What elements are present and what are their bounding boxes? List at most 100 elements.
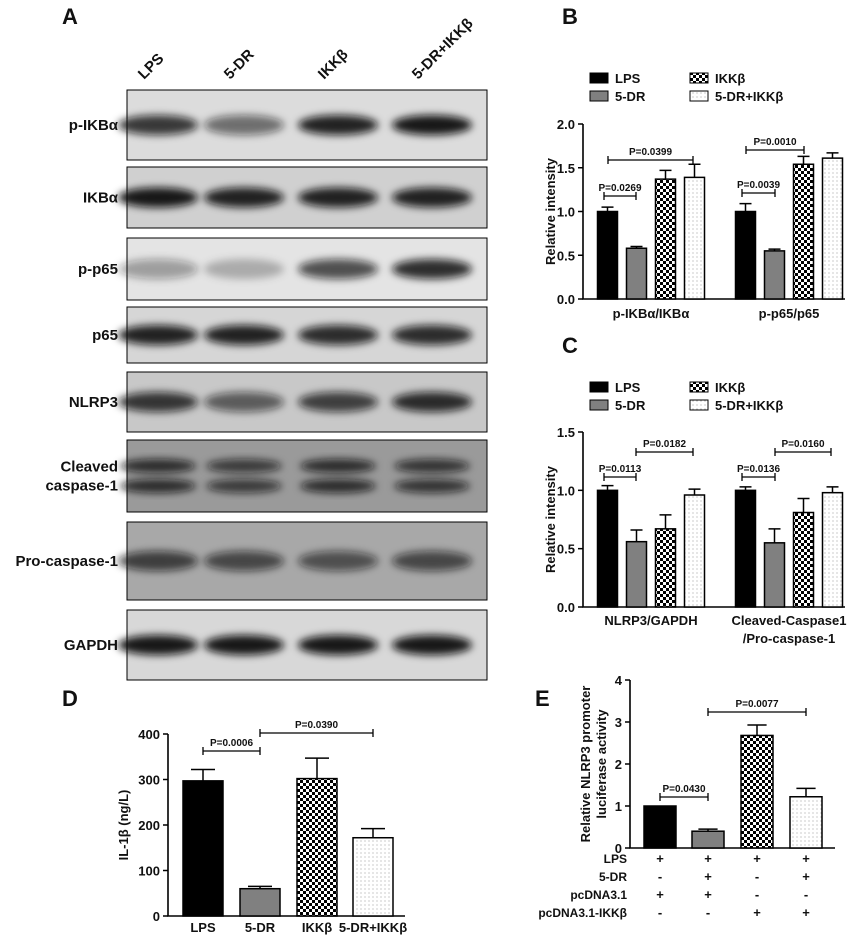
blot-band	[118, 259, 198, 279]
y-tick-label: 0.5	[557, 542, 575, 557]
p-value: P=0.0077	[735, 699, 779, 710]
significance-bracket	[603, 473, 637, 481]
blot-band	[206, 479, 282, 493]
bar	[683, 494, 706, 608]
legend-label: LPS	[615, 380, 641, 395]
blot-band	[392, 187, 472, 208]
treatment-mark: +	[802, 869, 810, 884]
error-bar	[601, 206, 614, 212]
p-value: P=0.0006	[210, 738, 254, 749]
row-label: p-p65	[78, 261, 118, 278]
bar	[763, 250, 786, 300]
significance-bracket	[607, 156, 694, 164]
error-bar	[361, 827, 385, 838]
bar	[792, 163, 815, 300]
blot-band	[300, 459, 376, 473]
legend-swatch	[689, 399, 709, 411]
blot-band	[120, 459, 196, 473]
y-axis-label: Relative NLRP3 promoterluciferase activi…	[578, 686, 609, 843]
legend-swatch	[589, 90, 609, 102]
lane-label: LPS	[135, 50, 168, 83]
blot-band	[204, 635, 284, 655]
blot-band	[204, 187, 284, 208]
error-bar	[698, 828, 718, 832]
legend-label: LPS	[615, 71, 641, 86]
row-label: p-IKBα	[69, 117, 119, 134]
y-tick-label: 300	[138, 773, 160, 788]
error-bar	[768, 248, 781, 251]
panel-label: A	[62, 4, 78, 29]
treatment-mark: +	[802, 851, 810, 866]
error-bar	[601, 484, 614, 491]
error-bar	[191, 768, 215, 781]
blot-band	[392, 325, 472, 345]
row-label: GAPDH	[64, 637, 118, 654]
treatment-mark: -	[755, 887, 759, 902]
legend-label: 5-DR+IKKβ	[715, 398, 783, 413]
y-tick-label: 3	[615, 715, 622, 730]
blot-panel	[126, 439, 488, 513]
p-value: P=0.0399	[629, 147, 673, 158]
blot-band	[120, 479, 196, 493]
legend-swatch	[689, 381, 709, 393]
significance-bracket	[635, 448, 694, 456]
treatment-mark: -	[658, 869, 662, 884]
y-tick-label: 0	[615, 841, 622, 856]
treatment-label: 5-DR	[599, 870, 627, 884]
blot-band	[118, 551, 198, 571]
x-tick-label: Cleaved-Caspase1/Pro-caspase-1	[732, 613, 847, 646]
treatment-mark: +	[753, 905, 761, 920]
treatment-mark: +	[802, 905, 810, 920]
row-label: Pro-caspase-1	[15, 553, 118, 570]
y-axis-label: Relative intensity	[543, 157, 558, 265]
bar	[821, 157, 844, 300]
significance-bracket	[741, 473, 776, 481]
blot-band	[392, 115, 472, 135]
p-value: P=0.0160	[781, 439, 825, 450]
y-tick-label: 0.0	[557, 292, 575, 307]
x-tick-label: NLRP3/GAPDH	[604, 613, 697, 628]
y-tick-label: 1.0	[557, 205, 575, 220]
blot-band	[118, 635, 198, 655]
treatment-mark: -	[706, 905, 710, 920]
bar	[596, 489, 619, 608]
error-bar	[739, 202, 752, 212]
blot-band	[298, 392, 378, 412]
error-bar	[826, 152, 839, 159]
treatment-label: pcDNA3.1-IKKβ	[538, 906, 627, 920]
legend-swatch	[689, 72, 709, 84]
bar	[643, 805, 677, 849]
error-bar	[248, 885, 272, 889]
significance-bracket	[745, 146, 805, 154]
error-bar	[659, 514, 672, 529]
x-tick-label: LPS	[190, 920, 216, 935]
error-bar	[659, 169, 672, 180]
blot-band	[298, 635, 378, 655]
row-label: IKBα	[83, 190, 119, 207]
error-bar	[796, 787, 816, 797]
error-bar	[797, 497, 810, 513]
bar	[625, 540, 648, 608]
x-tick-label: 5-DR	[245, 920, 276, 935]
treatment-label: pcDNA3.1	[570, 888, 627, 902]
bar	[654, 178, 677, 300]
y-tick-label: 0.5	[557, 248, 575, 263]
x-tick-label: 5-DR+IKKβ	[339, 920, 407, 935]
treatment-mark: -	[804, 887, 808, 902]
p-value: P=0.0039	[737, 180, 781, 191]
bar	[691, 830, 725, 849]
treatment-mark: +	[753, 851, 761, 866]
error-bar	[768, 528, 781, 543]
bar	[763, 542, 786, 608]
error-bar	[305, 757, 329, 779]
blot-band	[118, 115, 198, 135]
legend-swatch	[589, 399, 609, 411]
lane-label: 5-DR+IKKβ	[409, 15, 477, 83]
blot-band	[204, 259, 284, 279]
blot-band	[118, 325, 198, 345]
p-value: P=0.0390	[295, 720, 339, 731]
error-bar	[630, 529, 643, 542]
significance-bracket	[202, 747, 261, 755]
y-tick-label: 4	[615, 673, 623, 688]
blot-band	[204, 325, 284, 345]
